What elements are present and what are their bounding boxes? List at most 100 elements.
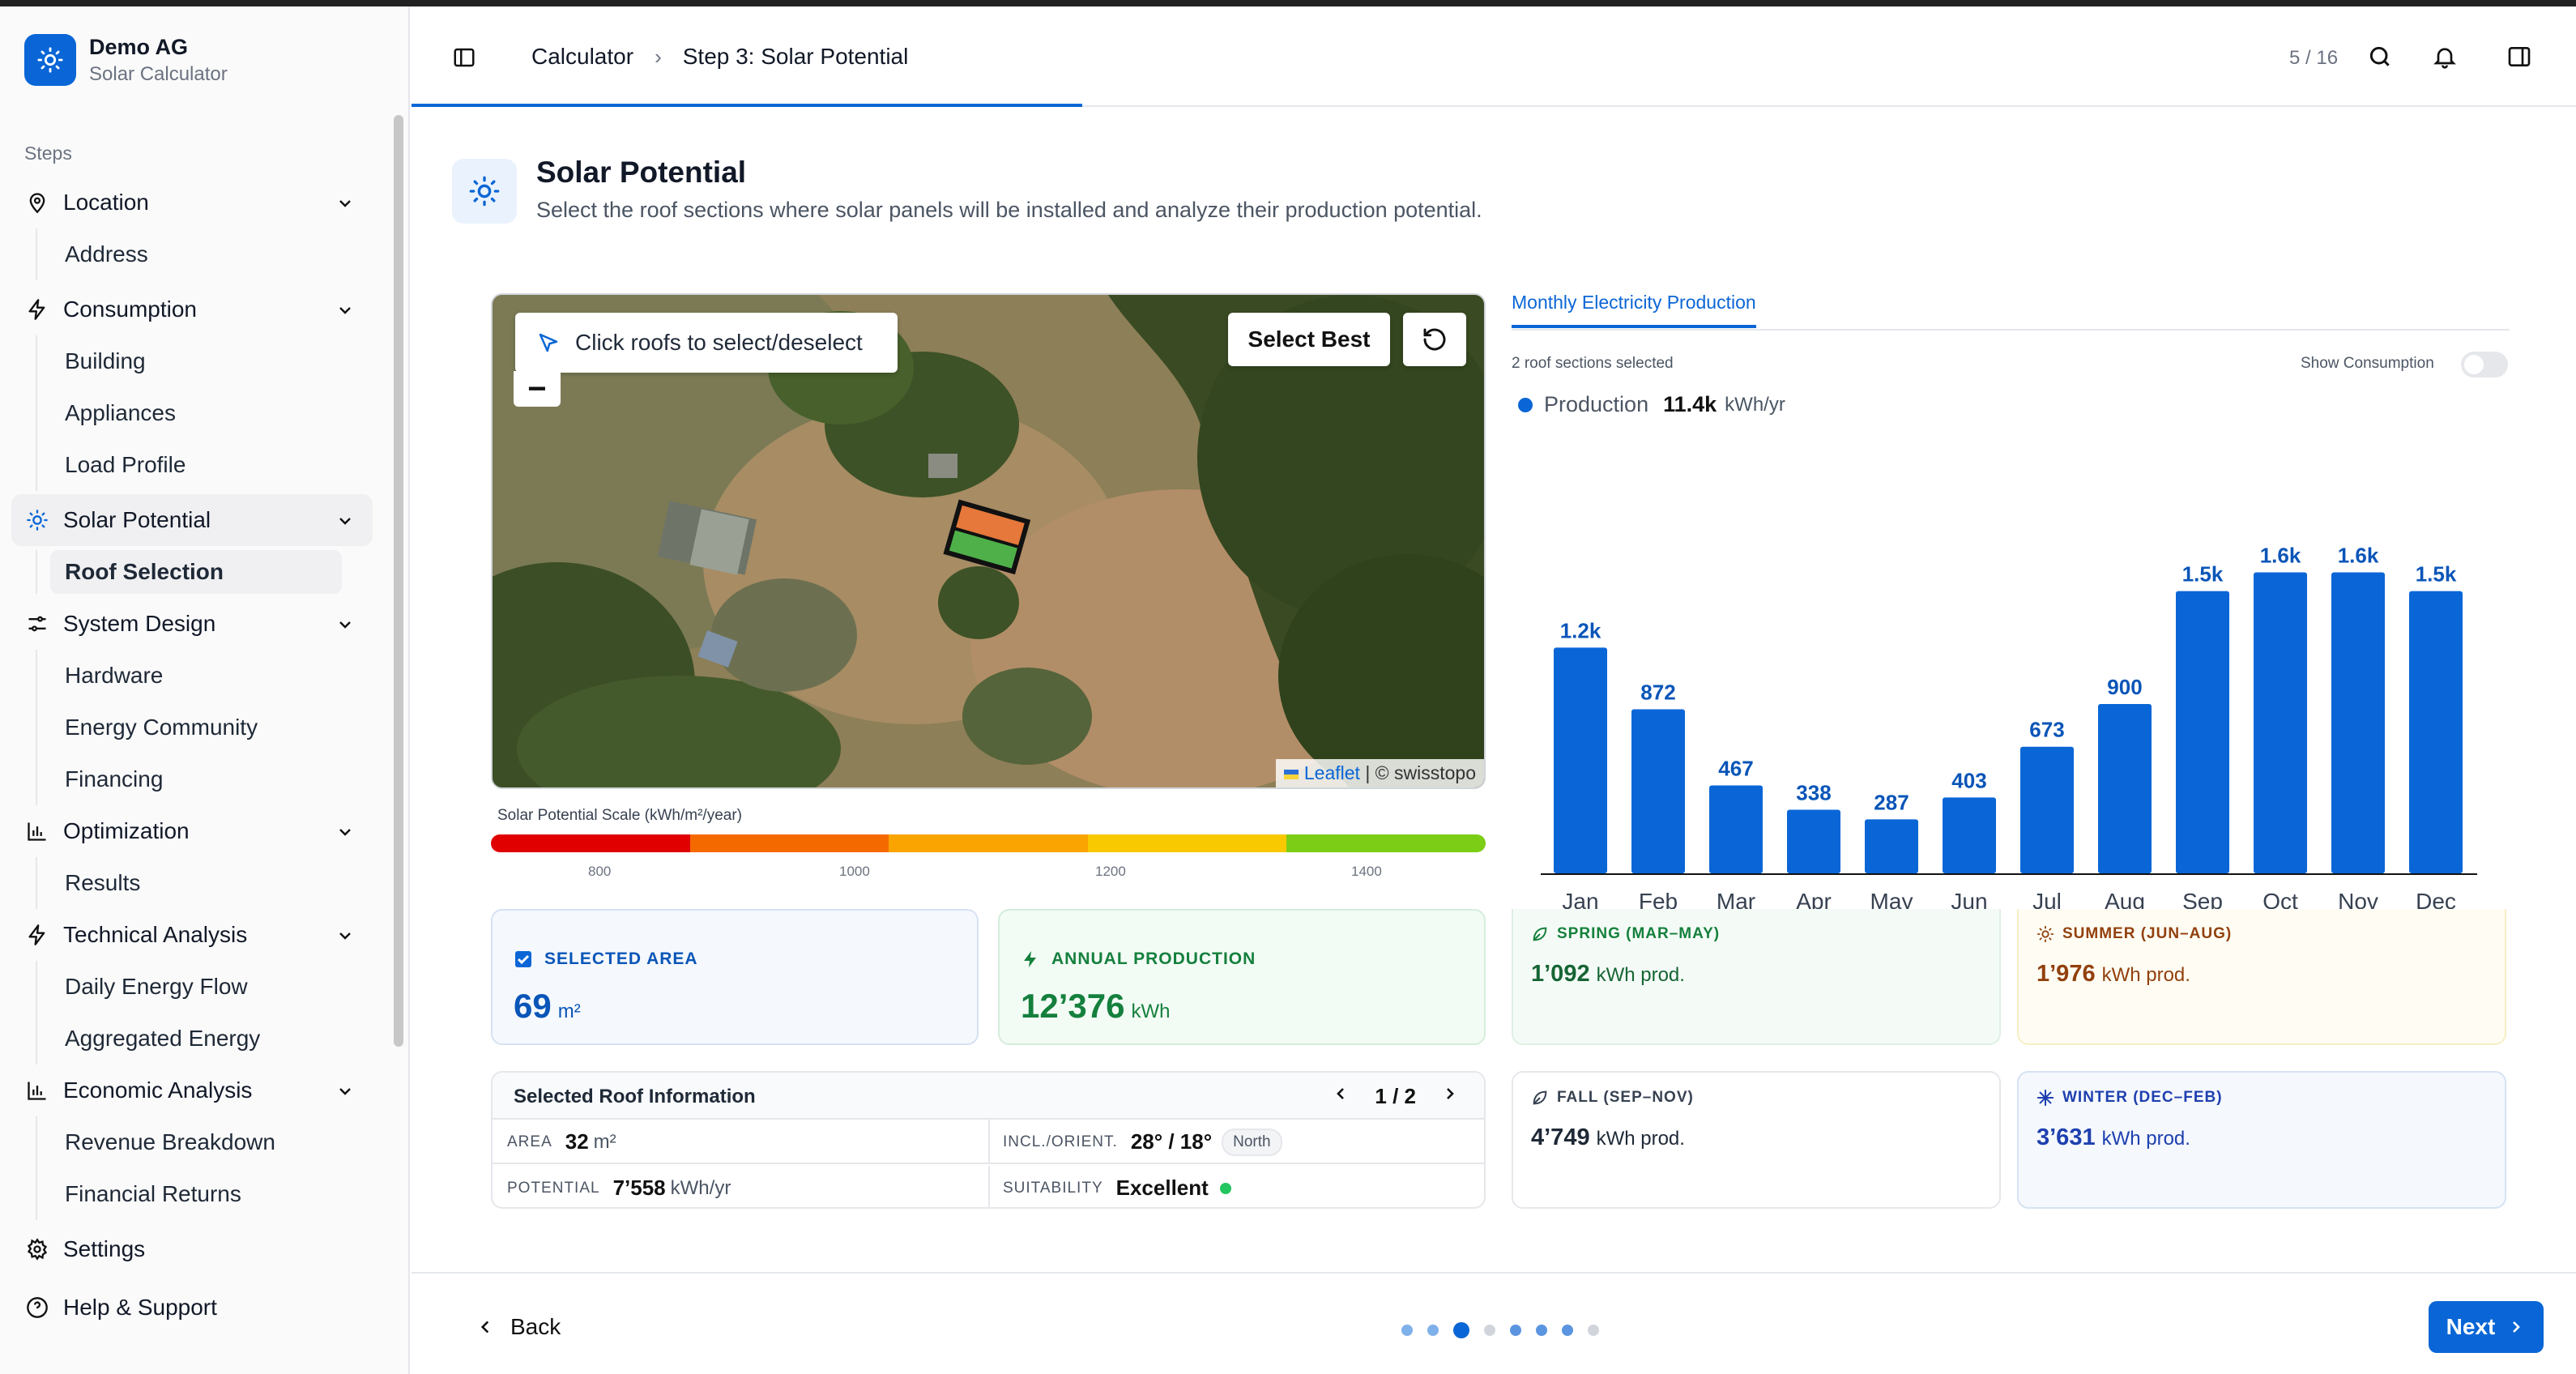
- roof-area-key: AREA: [507, 1133, 552, 1150]
- roof-suitability-value: Excellent: [1115, 1176, 1209, 1200]
- cell-divider: [988, 1166, 990, 1207]
- nav-item-results[interactable]: Results: [65, 870, 141, 895]
- chevron-down-icon[interactable]: [335, 614, 355, 640]
- step-dot[interactable]: [1536, 1325, 1547, 1336]
- nav-group-label: Consumption: [63, 297, 197, 322]
- chevron-down-icon[interactable]: [335, 193, 355, 219]
- tab-monthly-production[interactable]: Monthly Electricity Production: [1512, 292, 1756, 328]
- selected-roof-polygon[interactable]: [943, 497, 1032, 578]
- brand[interactable]: Demo AG Solar Calculator: [24, 34, 228, 86]
- nav-group-optimization[interactable]: Optimization: [0, 805, 381, 857]
- cell-divider: [988, 1120, 990, 1164]
- roof-suitability-cell: SUITABILITY Excellent: [1003, 1166, 1231, 1207]
- step-dot[interactable]: [1401, 1325, 1413, 1336]
- scale-segment: [1286, 834, 1486, 852]
- nav-item-daily-energy-flow[interactable]: Daily Energy Flow: [65, 974, 248, 999]
- bar-nov[interactable]: [2331, 572, 2385, 873]
- select-best-button[interactable]: Select Best: [1228, 313, 1390, 366]
- nav-item-financial-returns[interactable]: Financial Returns: [65, 1181, 241, 1206]
- step-dot[interactable]: [1453, 1322, 1469, 1338]
- nav-group-economic-analysis[interactable]: Economic Analysis: [0, 1065, 381, 1116]
- chevron-down-icon[interactable]: [335, 1081, 355, 1107]
- help-label: Help & Support: [63, 1295, 217, 1320]
- season-value: 3’631: [2036, 1124, 2096, 1150]
- bar-jun[interactable]: [1943, 797, 1996, 873]
- step-dot[interactable]: [1484, 1325, 1495, 1336]
- bar-may[interactable]: [1865, 819, 1918, 873]
- bar-apr[interactable]: [1787, 809, 1840, 873]
- nav-item-aggregated-energy[interactable]: Aggregated Energy: [65, 1026, 261, 1051]
- chevron-down-icon[interactable]: [335, 510, 355, 536]
- nav-item-address[interactable]: Address: [65, 241, 148, 267]
- chevron-down-icon[interactable]: [335, 925, 355, 951]
- nav-group-system-design[interactable]: System Design: [0, 598, 381, 650]
- rotate-ccw-icon: [1423, 328, 1446, 351]
- chevron-left-icon[interactable]: [1331, 1084, 1350, 1109]
- nav-sublist: Daily Energy Flow Aggregated Energy: [36, 961, 381, 1065]
- nav-item-financing[interactable]: Financing: [65, 766, 164, 792]
- bar-value-label: 673: [2029, 718, 2064, 742]
- next-button[interactable]: Next: [2429, 1301, 2544, 1353]
- production-value-row: 12’376 kWh: [1021, 987, 1170, 1026]
- sidebar-toggle-icon[interactable]: [452, 45, 476, 74]
- nav-group-consumption[interactable]: Consumption: [0, 284, 381, 335]
- bar-feb[interactable]: [1631, 709, 1685, 873]
- nav-item-appliances[interactable]: Appliances: [65, 400, 176, 425]
- nav-item-revenue-breakdown[interactable]: Revenue Breakdown: [65, 1129, 275, 1154]
- selected-count: 2 roof sections selected: [1512, 355, 1674, 372]
- step-dot[interactable]: [1427, 1325, 1439, 1336]
- selected-area-card: SELECTED AREA 69 m²: [491, 909, 979, 1045]
- help-circle-icon: [24, 1295, 50, 1321]
- step-dot[interactable]: [1562, 1325, 1573, 1336]
- sun-icon: [452, 159, 517, 224]
- nav-item-hardware[interactable]: Hardware: [65, 663, 164, 688]
- roof-info-row: AREA 32 m² INCL./ORIENT. 28° / 18° North: [493, 1120, 1484, 1164]
- nav-item-load-profile[interactable]: Load Profile: [65, 452, 186, 477]
- map-pin-icon: [24, 190, 50, 215]
- bar-aug[interactable]: [2098, 704, 2152, 873]
- nav-settings[interactable]: Settings: [0, 1223, 381, 1275]
- bar-sep[interactable]: [2176, 591, 2229, 873]
- sidebar-scrollbar[interactable]: [394, 115, 403, 1047]
- bar-value-label: 338: [1796, 781, 1831, 805]
- bar-dec[interactable]: [2409, 591, 2463, 873]
- season-value-row: 1’092 kWh prod.: [1531, 961, 1685, 988]
- footer-nav: Back Next: [412, 1272, 2576, 1374]
- step-dots: [1401, 1322, 1614, 1338]
- nav-item-energy-community[interactable]: Energy Community: [65, 715, 258, 740]
- breadcrumb-root[interactable]: Calculator: [531, 44, 634, 69]
- show-consumption-toggle[interactable]: [2461, 352, 2508, 378]
- chevron-down-icon[interactable]: [335, 821, 355, 847]
- bar-mar[interactable]: [1709, 785, 1763, 873]
- legend-swatch: [1518, 397, 1533, 412]
- nav-item-building[interactable]: Building: [65, 348, 146, 373]
- orientation-badge: North: [1222, 1128, 1282, 1156]
- roof-area-unit: m²: [593, 1130, 616, 1153]
- roof-info-row: POTENTIAL 7’558 kWh/yr SUITABILITY Excellen…: [493, 1166, 1484, 1207]
- scale-segment: [491, 834, 690, 852]
- nav-item-roof-selection[interactable]: Roof Selection: [50, 550, 342, 594]
- step-dot[interactable]: [1588, 1325, 1599, 1336]
- leaflet-link[interactable]: Leaflet: [1303, 762, 1360, 783]
- production-label: ANNUAL PRODUCTION: [1051, 949, 1256, 968]
- nav-help[interactable]: Help & Support: [0, 1282, 381, 1333]
- roof-pager: 1 / 2: [1331, 1084, 1460, 1109]
- sliders-icon: [24, 611, 50, 637]
- nav-group-location[interactable]: Location: [0, 177, 381, 228]
- bar-value-label: 900: [2107, 675, 2142, 699]
- panel-right-icon[interactable]: [2506, 44, 2532, 74]
- zoom-out-button[interactable]: −: [514, 371, 561, 407]
- reset-selection-button[interactable]: [1403, 313, 1466, 366]
- bell-icon[interactable]: [2432, 44, 2458, 74]
- nav-group-solar-potential[interactable]: Solar Potential: [11, 494, 373, 546]
- step-dot[interactable]: [1510, 1325, 1521, 1336]
- bar-oct[interactable]: [2254, 572, 2307, 873]
- nav-group-technical-analysis[interactable]: Technical Analysis: [0, 909, 381, 961]
- bar-jul[interactable]: [2020, 746, 2074, 873]
- chevron-right-icon[interactable]: [1440, 1084, 1460, 1109]
- roof-map[interactable]: Click roofs to select/deselect − Select …: [491, 293, 1486, 789]
- bar-jan[interactable]: [1554, 647, 1607, 873]
- chevron-down-icon[interactable]: [335, 300, 355, 326]
- back-button[interactable]: Back: [475, 1314, 561, 1340]
- search-icon[interactable]: [2367, 44, 2393, 74]
